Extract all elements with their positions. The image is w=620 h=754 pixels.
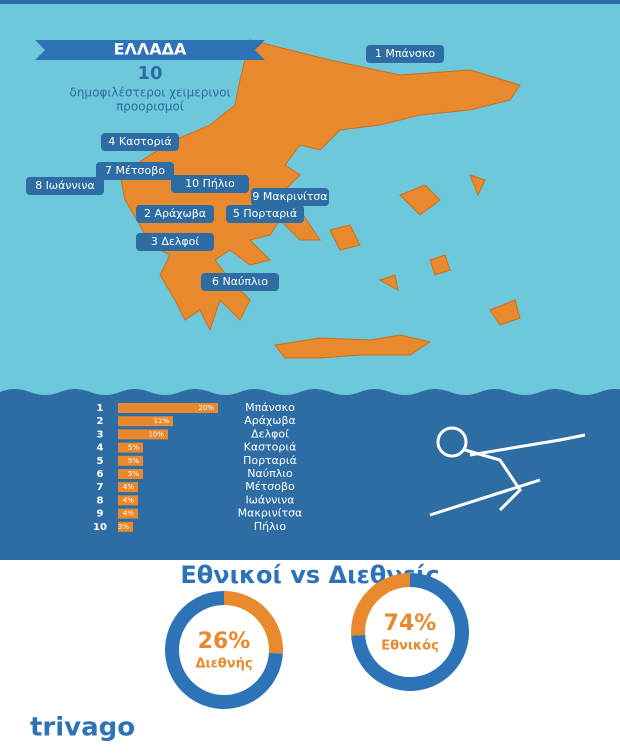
map-label-box [366, 45, 444, 63]
map-label: 6 Ναύπλιο [212, 275, 268, 288]
bar [118, 442, 143, 453]
category-label: Πορταριά [243, 454, 297, 467]
island [489, 299, 521, 326]
map-label-box [101, 133, 179, 151]
map-label-box [171, 175, 249, 193]
category-label: Μέτσοβο [245, 480, 295, 493]
island [429, 254, 451, 276]
donut-segment [223, 591, 283, 654]
value-label: 11% [153, 417, 169, 425]
map-label-box [26, 177, 104, 195]
mainland [119, 39, 521, 332]
rank: 6 [97, 469, 104, 480]
rank: 4 [97, 443, 104, 454]
category-label: Δελφοί [251, 427, 289, 440]
value-label: 5% [128, 457, 139, 465]
donut-label: Εθνικός [381, 639, 439, 654]
map-label-box [136, 205, 214, 223]
donut-segment [165, 591, 283, 709]
value-label: 5% [128, 470, 139, 478]
map-label: 10 Πήλιο [185, 177, 235, 190]
value-label: 4% [123, 510, 134, 518]
dynamic-layer: 1 Μπάνσκο 4 Καστοριά 7 Μέτσοβο 8 Ιωάννινα 10… [26, 45, 469, 709]
bar [118, 416, 173, 427]
rank: 10 [93, 522, 107, 533]
title: ΕΛΛΑΔΑ [114, 40, 187, 59]
donut-segment [351, 573, 469, 691]
value-label: 10% [148, 430, 164, 438]
bar [118, 455, 143, 466]
map-label-box [136, 233, 214, 251]
value-label: 4% [123, 496, 134, 504]
map-label: 2 Αράχωβα [144, 207, 206, 220]
bar-panel [0, 389, 620, 560]
category-label: Πήλιο [254, 520, 286, 533]
bar [118, 508, 138, 519]
bar [118, 482, 138, 493]
island [329, 224, 361, 251]
map-label: 7 Μέτσοβο [105, 164, 165, 177]
category-label: Ναύπλιο [247, 467, 293, 480]
map-label-box [96, 162, 174, 180]
bar [118, 403, 218, 413]
rank: 1 [97, 403, 104, 414]
rank: 9 [97, 509, 104, 520]
category-label: Καστοριά [244, 441, 297, 454]
map-label: 8 Ιωάννινα [35, 179, 95, 192]
donut-label: Διεθνής [195, 657, 252, 672]
subtitle: προορισμοί [116, 100, 184, 114]
island [378, 274, 399, 291]
value-label: 4% [123, 483, 134, 491]
ski [429, 478, 541, 517]
island [399, 184, 441, 216]
island [469, 174, 486, 197]
rank: 7 [97, 482, 104, 493]
bar [118, 429, 168, 440]
bar [118, 521, 133, 532]
rank: 2 [97, 416, 104, 427]
headline-number: 10 [137, 63, 162, 84]
category-label: Ιωάννινα [245, 493, 294, 506]
map-label: 3 Δελφοί [151, 235, 199, 248]
donut-segment [351, 573, 411, 636]
category-label: Μπάνσκο [245, 401, 295, 414]
map-label-box [251, 188, 329, 206]
rank: 3 [97, 429, 104, 440]
title-ribbon [35, 40, 265, 60]
map-label: 5 Πορταριά [233, 207, 297, 220]
subtitle: δημοφιλέστεροι χειμερινοι [69, 86, 230, 100]
map [119, 39, 521, 359]
skier-body [464, 448, 522, 512]
value-label: 20% [198, 404, 214, 412]
donut-value: 26% [198, 629, 251, 654]
top-strip [0, 0, 620, 4]
category-label: Μακρινίτσα [238, 507, 303, 520]
rank: 8 [97, 495, 104, 506]
value-label: 3% [118, 523, 129, 531]
donut-value: 74% [384, 611, 437, 636]
map-label-box [226, 205, 304, 223]
ski-pole [469, 433, 586, 457]
bar [118, 469, 143, 479]
map-label: 1 Μπάνσκο [375, 47, 435, 60]
skier-head [436, 426, 468, 458]
map-label-box [201, 273, 279, 291]
skier [429, 426, 586, 517]
category-label: Αράχωβα [244, 414, 296, 427]
bar [118, 495, 138, 506]
crete [274, 334, 432, 359]
value-label: 5% [128, 444, 139, 452]
map-label: 9 Μακρινίτσα [252, 190, 327, 203]
rank: 5 [97, 456, 104, 467]
map-label: 4 Καστοριά [108, 135, 171, 148]
logo: trivago [30, 713, 135, 743]
